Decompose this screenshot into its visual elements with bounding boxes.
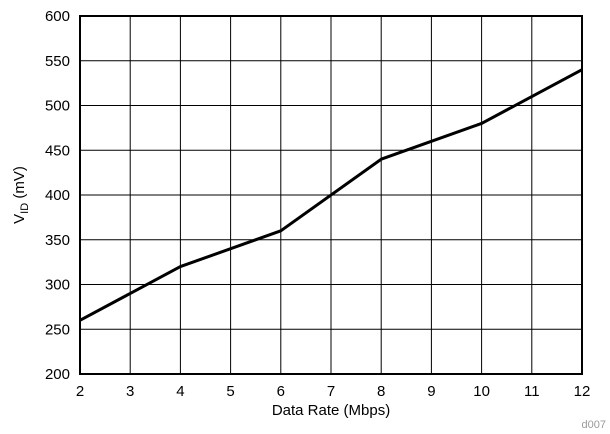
x-tick-label: 4 bbox=[176, 383, 184, 400]
x-tick-label: 3 bbox=[126, 383, 134, 400]
x-tick-label: 5 bbox=[226, 383, 234, 400]
y-tick-label: 200 bbox=[45, 366, 70, 383]
series bbox=[79, 68, 583, 322]
y-tick-label: 250 bbox=[45, 321, 70, 338]
x-tick-labels: 2 3 4 5 6 7 8 9 10 11 12 bbox=[76, 383, 591, 400]
y-axis-title-subscript: ID bbox=[19, 203, 31, 214]
y-axis-title-main: V bbox=[11, 214, 28, 224]
x-tick-label: 8 bbox=[377, 383, 385, 400]
y-tick-label: 300 bbox=[45, 277, 70, 294]
y-axis-title: VID (mV) bbox=[11, 166, 31, 224]
x-tick-label: 10 bbox=[473, 383, 490, 400]
x-tick-label: 9 bbox=[427, 383, 435, 400]
plot-frame bbox=[79, 15, 583, 375]
y-tick-label: 500 bbox=[45, 98, 70, 115]
x-axis-title: Data Rate (Mbps) bbox=[272, 402, 390, 419]
y-tick-label: 400 bbox=[45, 187, 70, 204]
y-tick-label: 600 bbox=[45, 8, 70, 25]
x-tick-label: 11 bbox=[524, 383, 540, 400]
y-tick-label: 350 bbox=[45, 232, 70, 249]
y-axis-title-unit: (mV) bbox=[11, 166, 28, 203]
series-line bbox=[79, 68, 583, 322]
x-tick-label: 7 bbox=[327, 383, 335, 400]
figure-code: d007 bbox=[582, 419, 606, 431]
y-tick-labels: 200 250 300 350 400 450 500 550 600 bbox=[45, 8, 70, 383]
x-tick-label: 6 bbox=[277, 383, 285, 400]
x-tick-label: 2 bbox=[76, 383, 84, 400]
y-tick-label: 550 bbox=[45, 53, 70, 70]
x-tick-label: 12 bbox=[574, 383, 591, 400]
y-tick-label: 450 bbox=[45, 142, 70, 159]
